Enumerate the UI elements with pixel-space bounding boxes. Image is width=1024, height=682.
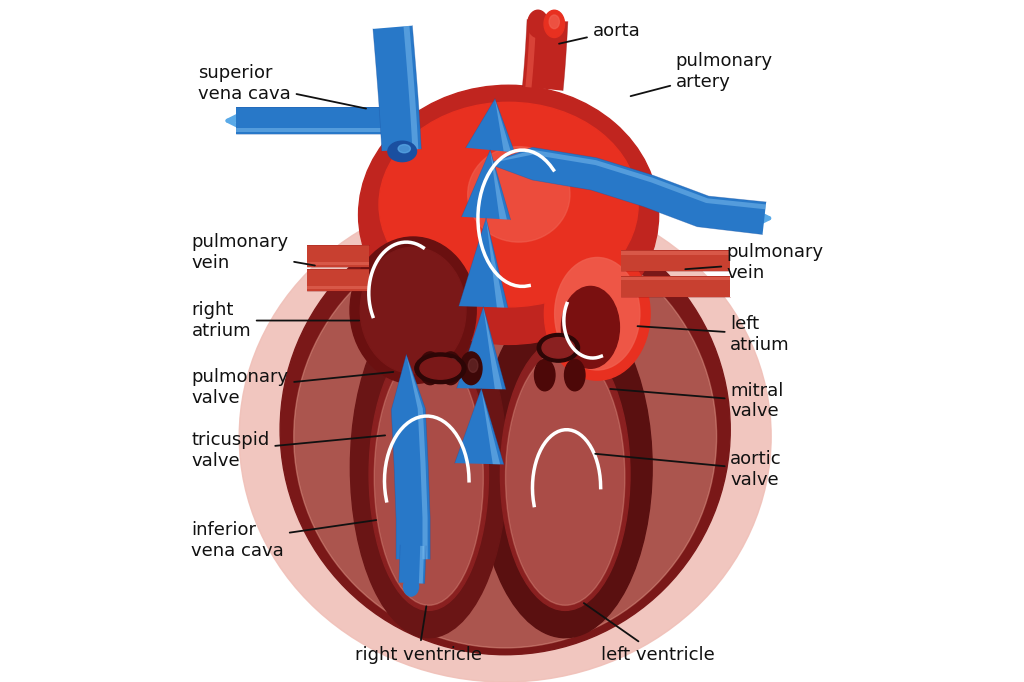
- Ellipse shape: [379, 102, 638, 307]
- Ellipse shape: [555, 257, 640, 370]
- Ellipse shape: [545, 247, 650, 380]
- Polygon shape: [307, 245, 369, 267]
- Polygon shape: [525, 20, 537, 87]
- Text: left
atrium: left atrium: [638, 315, 790, 353]
- Polygon shape: [466, 99, 515, 152]
- Ellipse shape: [358, 85, 658, 344]
- Text: left ventricle: left ventricle: [584, 603, 715, 664]
- Polygon shape: [483, 307, 502, 389]
- Polygon shape: [622, 277, 730, 280]
- Text: superior
vena cava: superior vena cava: [199, 64, 366, 108]
- Ellipse shape: [398, 145, 411, 153]
- Polygon shape: [488, 147, 766, 235]
- Ellipse shape: [403, 577, 419, 596]
- Ellipse shape: [350, 297, 507, 638]
- Text: inferior
vena cava: inferior vena cava: [191, 520, 376, 559]
- Text: pulmonary
vein: pulmonary vein: [191, 233, 315, 271]
- Ellipse shape: [535, 359, 555, 391]
- Text: right
atrium: right atrium: [191, 301, 359, 340]
- Polygon shape: [307, 286, 369, 289]
- Ellipse shape: [294, 225, 717, 648]
- Ellipse shape: [415, 353, 466, 383]
- Ellipse shape: [240, 191, 771, 682]
- Polygon shape: [481, 389, 500, 464]
- Text: right ventricle: right ventricle: [355, 606, 482, 664]
- Ellipse shape: [419, 352, 441, 385]
- Polygon shape: [419, 546, 424, 584]
- Ellipse shape: [360, 247, 466, 374]
- Ellipse shape: [350, 237, 476, 383]
- Polygon shape: [307, 269, 369, 291]
- Text: pulmonary
valve: pulmonary valve: [191, 368, 393, 406]
- Polygon shape: [398, 545, 426, 584]
- Polygon shape: [236, 128, 396, 132]
- Polygon shape: [236, 107, 396, 134]
- Polygon shape: [486, 218, 504, 308]
- Polygon shape: [495, 99, 511, 152]
- Polygon shape: [622, 251, 730, 254]
- Polygon shape: [490, 150, 507, 220]
- Ellipse shape: [542, 338, 574, 358]
- Polygon shape: [522, 20, 568, 91]
- Ellipse shape: [427, 359, 437, 372]
- Ellipse shape: [544, 10, 564, 38]
- Text: aortic
valve: aortic valve: [595, 450, 782, 488]
- Polygon shape: [622, 250, 730, 271]
- Ellipse shape: [439, 352, 462, 385]
- Ellipse shape: [281, 205, 730, 655]
- Ellipse shape: [460, 352, 482, 385]
- Text: tricuspid
valve: tricuspid valve: [191, 431, 385, 469]
- Polygon shape: [462, 150, 511, 220]
- Ellipse shape: [447, 359, 458, 372]
- Text: pulmonary
vein: pulmonary vein: [685, 243, 824, 282]
- Polygon shape: [407, 355, 428, 559]
- Ellipse shape: [538, 333, 580, 362]
- Ellipse shape: [501, 338, 630, 610]
- Ellipse shape: [369, 338, 488, 610]
- Ellipse shape: [468, 147, 570, 242]
- Ellipse shape: [388, 141, 417, 162]
- Polygon shape: [488, 150, 766, 209]
- Polygon shape: [403, 26, 419, 149]
- Text: pulmonary
artery: pulmonary artery: [631, 53, 773, 96]
- Ellipse shape: [478, 297, 652, 638]
- Ellipse shape: [549, 15, 559, 29]
- Ellipse shape: [561, 286, 620, 368]
- Ellipse shape: [468, 359, 478, 372]
- Polygon shape: [622, 276, 730, 297]
- Ellipse shape: [506, 349, 625, 606]
- Ellipse shape: [420, 357, 461, 379]
- Text: aorta: aorta: [559, 22, 640, 44]
- Polygon shape: [455, 389, 504, 464]
- Polygon shape: [459, 218, 508, 308]
- Polygon shape: [391, 355, 430, 559]
- Ellipse shape: [527, 10, 548, 38]
- Polygon shape: [457, 307, 506, 389]
- Ellipse shape: [564, 359, 585, 391]
- Ellipse shape: [374, 349, 483, 606]
- Polygon shape: [307, 262, 369, 265]
- Polygon shape: [373, 26, 421, 151]
- Text: mitral
valve: mitral valve: [610, 382, 783, 420]
